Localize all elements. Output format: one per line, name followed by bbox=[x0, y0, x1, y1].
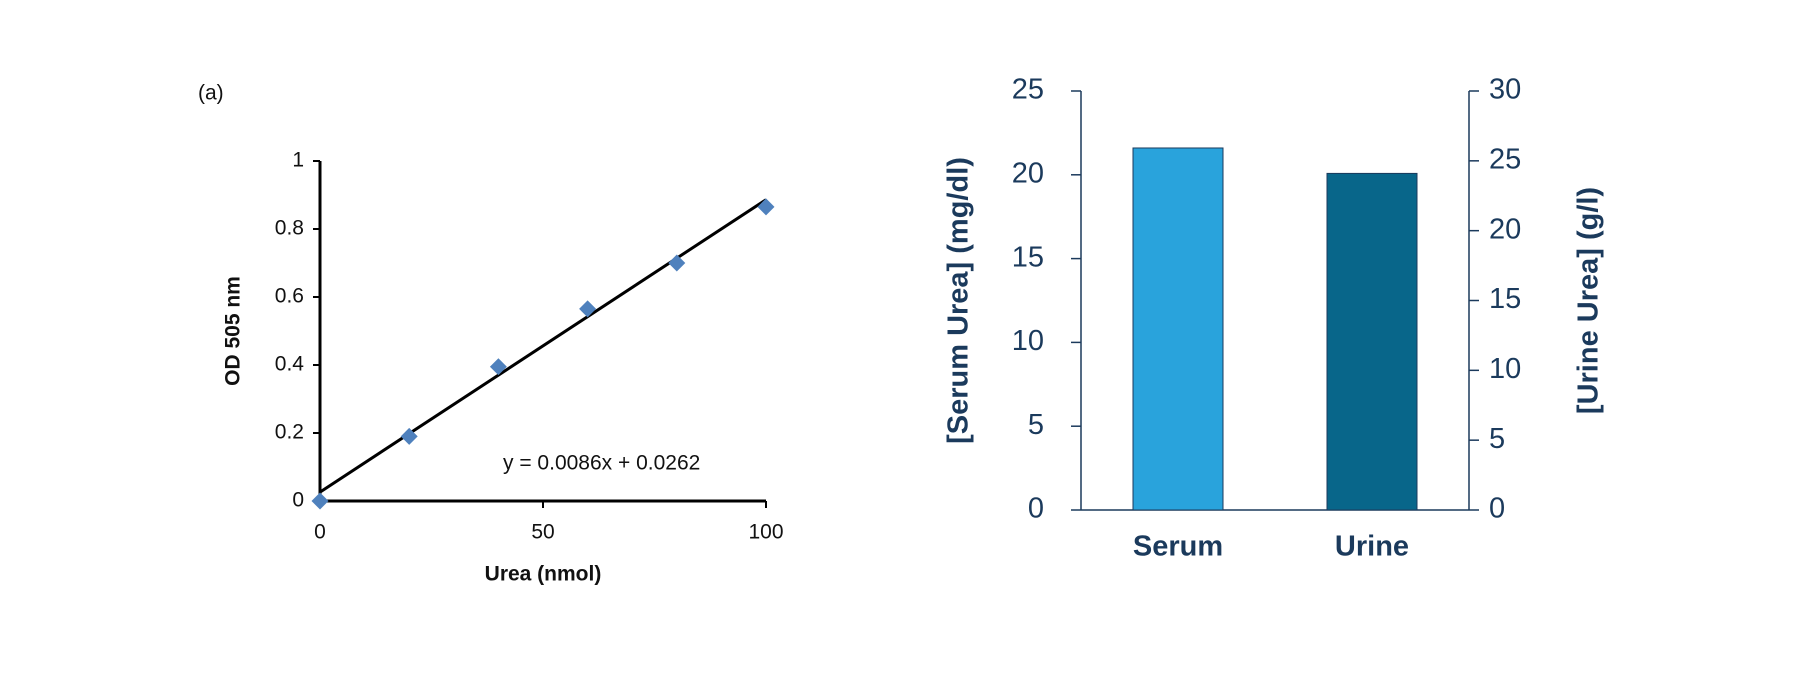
x-tick-label: 0 bbox=[314, 521, 326, 544]
y2-tick-label: 20 bbox=[1489, 213, 1521, 245]
y2-tick-label: 25 bbox=[1489, 143, 1521, 175]
x-tick-label: Urine bbox=[1335, 531, 1409, 563]
panel-label: (a) bbox=[198, 82, 224, 105]
bar bbox=[1326, 172, 1418, 511]
y-tick-label: 0 bbox=[292, 489, 304, 512]
y-axis-label: [Serum Urea] (mg/dl) bbox=[943, 157, 975, 444]
y-tick-label: 15 bbox=[1012, 241, 1044, 273]
point bbox=[400, 427, 418, 445]
y2-tick-label: 10 bbox=[1489, 353, 1521, 385]
point bbox=[757, 198, 775, 216]
trendline bbox=[319, 198, 767, 494]
y2-tick-label: 5 bbox=[1489, 423, 1505, 455]
y-tick-label: 0.8 bbox=[275, 217, 304, 240]
y-tick-label: 20 bbox=[1012, 157, 1044, 189]
y-tick-label: 0.6 bbox=[275, 285, 304, 308]
y-tick-label: 1 bbox=[292, 149, 304, 172]
y2-tick-label: 0 bbox=[1489, 493, 1505, 525]
bar bbox=[1132, 147, 1224, 511]
scatter-chart: (a) 0 0.2 0.4 0.6 0.8 1 0 50 100 Urea (nmol) OD 505… bbox=[198, 82, 784, 586]
trendline-equation: y = 0.0086x + 0.0262 bbox=[503, 452, 700, 475]
y2-tick-label: 30 bbox=[1489, 74, 1521, 106]
y-tick-label: 25 bbox=[1012, 74, 1044, 106]
x-axis-label: Urea (nmol) bbox=[485, 563, 602, 586]
y-tick-label: 5 bbox=[1028, 409, 1044, 441]
y-tick-label: 0 bbox=[1028, 493, 1044, 525]
point bbox=[668, 254, 686, 272]
bar-chart: 0 5 10 15 20 25 0 5 10 15 20 25 30 [Serum Urea] (mg/d… bbox=[943, 74, 1605, 563]
point bbox=[489, 358, 507, 376]
y2-axis-label: [Urine Urea] (g/l) bbox=[1573, 187, 1605, 414]
y-axis-label: OD 505 nm bbox=[222, 276, 245, 386]
x-tick-label: 100 bbox=[748, 521, 783, 544]
x-tick-label: Serum bbox=[1133, 531, 1223, 563]
x-tick-label: 50 bbox=[531, 521, 554, 544]
y-tick-label: 0.4 bbox=[275, 353, 305, 376]
y-tick-label: 10 bbox=[1012, 325, 1044, 357]
y2-tick-label: 15 bbox=[1489, 283, 1521, 315]
point bbox=[311, 492, 329, 510]
point bbox=[579, 300, 597, 318]
y-tick-label: 0.2 bbox=[275, 421, 304, 444]
